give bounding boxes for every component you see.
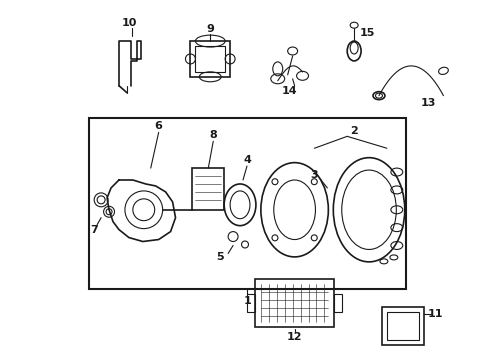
Text: 5: 5 (217, 252, 224, 262)
Bar (193, 168, 224, 210)
Text: 8: 8 (209, 130, 217, 140)
Bar (255, 279, 334, 327)
Bar (247, 294, 255, 312)
Text: 12: 12 (287, 332, 302, 342)
Bar (89, 118, 406, 289)
Text: 13: 13 (421, 98, 436, 108)
Text: 9: 9 (206, 24, 214, 34)
Text: 14: 14 (282, 86, 297, 96)
Bar (382, 307, 424, 345)
Text: 4: 4 (243, 155, 251, 165)
Text: 15: 15 (359, 28, 375, 38)
Text: 2: 2 (350, 126, 358, 136)
Text: 11: 11 (428, 309, 443, 319)
Bar (334, 294, 342, 312)
Bar (191, 41, 230, 77)
Text: 1: 1 (244, 296, 251, 306)
Bar (387, 312, 418, 340)
Text: 6: 6 (155, 121, 163, 131)
Text: 7: 7 (90, 225, 98, 235)
Text: 3: 3 (311, 170, 319, 180)
Bar (196, 46, 225, 72)
Text: 10: 10 (121, 18, 137, 28)
